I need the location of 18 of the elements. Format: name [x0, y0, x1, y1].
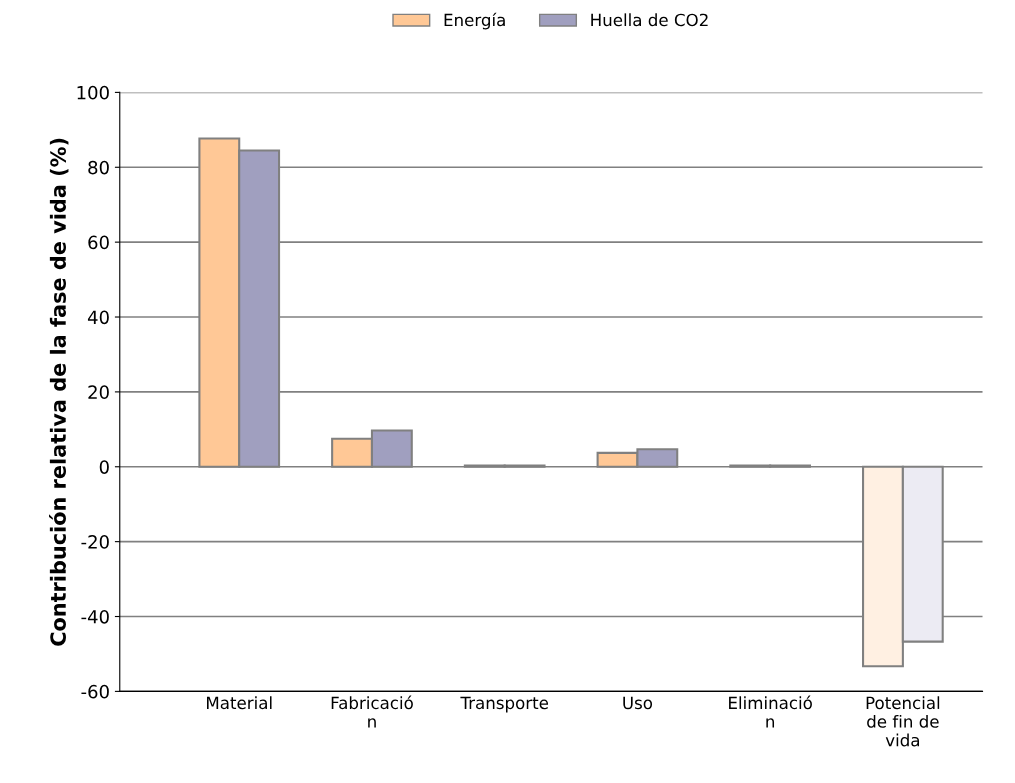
y-tick-label: -20 [81, 535, 109, 549]
y-tick-label: 100 [77, 85, 109, 100]
y-axis-title: Contribución relativa de la fase de vida (%) [49, 138, 69, 646]
legend-label: Huella de CO2 [591, 13, 708, 27]
y-tick-label: 20 [88, 385, 109, 400]
x-tick-label: Fabricació n [331, 695, 413, 728]
y-tick-label: 40 [87, 310, 109, 325]
x-tick-label: Transporte [460, 696, 549, 713]
y-tick-label: -60 [81, 684, 109, 699]
y-tick-label: -40 [81, 609, 109, 624]
y-tick-label: 80 [88, 160, 109, 175]
x-tick-label: Uso [623, 696, 653, 710]
y-tick-label: 0 [99, 460, 109, 474]
x-tick-label: Material [207, 696, 272, 710]
x-tick-label: Potencial de fin de vida [866, 696, 940, 747]
legend-label: Energía [444, 12, 505, 30]
x-tick-label: Eliminació n [729, 695, 812, 728]
y-tick-label: 60 [88, 235, 109, 250]
